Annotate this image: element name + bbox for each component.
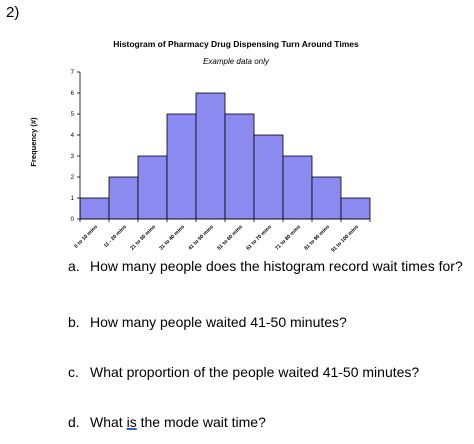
question-b: b. How many people waited 41-50 minutes? (68, 314, 347, 330)
x-tick-label: 71 to 80 mins (274, 224, 302, 252)
histogram-bar (282, 155, 313, 220)
question-d-text-after: the mode wait time? (136, 414, 266, 430)
plot-area: 0 1 2 3 4 5 6 7 0 to 10 mins 11 - 20 mins 21 to 30… (71, 70, 371, 254)
y-tick-label: 7 (71, 70, 75, 76)
histogram-bar (311, 176, 342, 220)
question-d-underlined-word: is (126, 414, 137, 430)
problem-number: 2) (6, 4, 20, 21)
x-tick-label: 91 to 100 mins (330, 224, 360, 254)
y-tick-label: 2 (71, 175, 75, 181)
histogram-bar (79, 197, 110, 220)
question-d: d. What is the mode wait time? (68, 414, 266, 430)
histogram-bar (166, 113, 197, 220)
question-c: c. What proportion of the people waited 4… (68, 364, 419, 380)
y-tick-label: 0 (71, 217, 75, 223)
histogram-bar (224, 113, 255, 220)
histogram-bar (253, 134, 284, 220)
x-tick-label: 0 to 10 mins (73, 224, 99, 250)
question-a: a. How many people does the histogram rec… (68, 258, 463, 274)
question-b-text: How many people waited 41-50 minutes? (90, 314, 347, 330)
x-tick-label: 31 to 40 mins (158, 224, 186, 252)
question-a-letter: a. (68, 258, 80, 274)
histogram-bar (195, 92, 226, 220)
y-tick-label: 1 (71, 196, 75, 202)
chart-title: Histogram of Pharmacy Drug Dispensing Tu… (113, 39, 359, 49)
x-tick-label: 11 - 20 mins (103, 224, 128, 249)
question-c-letter: c. (68, 364, 79, 380)
question-b-letter: b. (68, 314, 80, 330)
y-tick-label: 3 (71, 154, 75, 160)
histogram-bar (340, 197, 371, 220)
question-c-text: What proportion of the people waited 41-… (90, 364, 420, 380)
histogram-chart: Histogram of Pharmacy Drug Dispensing Tu… (29, 39, 371, 254)
histogram-bar (108, 176, 139, 220)
x-tick-label: 51 to 60 mins (216, 224, 244, 252)
x-tick-label: 21 to 30 mins (129, 224, 157, 252)
question-a-text: How many people does the histogram recor… (90, 258, 463, 274)
x-tick-label: 41 to 50 mins (187, 224, 215, 252)
y-tick-label: 5 (71, 112, 75, 118)
question-d-text-before: What (90, 414, 127, 430)
histogram-bar (137, 155, 168, 220)
y-axis-label: Frequency (#) (29, 117, 38, 167)
x-tick-label: 61 to 70 mins (245, 224, 273, 252)
y-tick-label: 4 (71, 133, 75, 139)
question-d-letter: d. (68, 414, 80, 430)
x-tick-label: 81 to 90 mins (303, 224, 331, 252)
y-tick-label: 6 (71, 91, 75, 97)
chart-subtitle: Example data only (203, 57, 270, 66)
